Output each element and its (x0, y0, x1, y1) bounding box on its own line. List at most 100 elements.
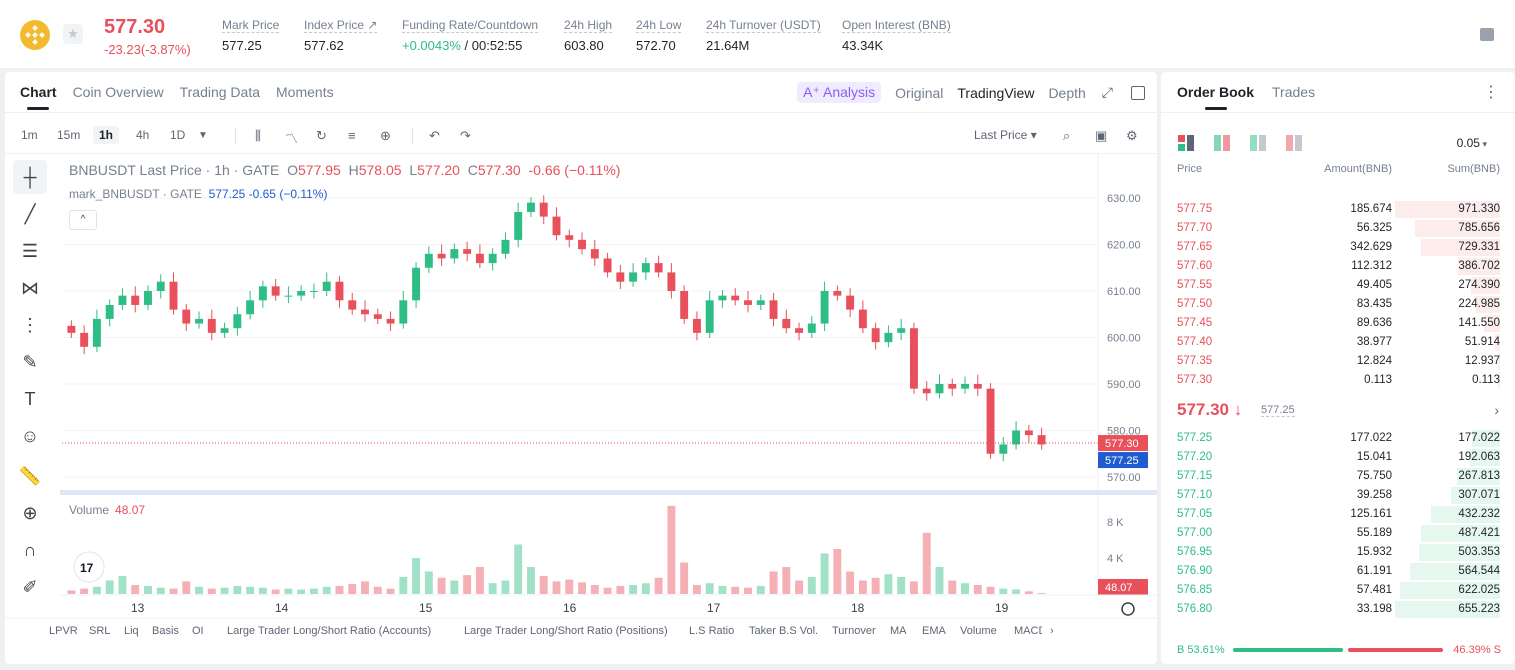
time-axis-tick: 18 (851, 601, 865, 615)
ask-row[interactable]: 577.30 0.113 0.113 (1161, 371, 1515, 390)
tab-depth[interactable]: Depth (1048, 84, 1086, 101)
camera-icon[interactable]: ▣ (1095, 128, 1108, 143)
interval-1m[interactable]: 1m (21, 128, 38, 142)
buy-ratio-fill (1233, 648, 1344, 652)
zoom-in-icon[interactable]: ⊕ (22, 503, 38, 523)
precision-select[interactable]: 0.05 (1457, 136, 1487, 150)
chart-legend-main: BNBUSDT Last Price · 1h · GATE O577.95 H… (69, 162, 620, 178)
indicator-ls-accounts[interactable]: Large Trader Long/Short Ratio (Accounts) (227, 625, 432, 637)
template-icon[interactable]: ≡ (348, 128, 356, 143)
tab-tradingview[interactable]: TradingView (957, 84, 1035, 101)
stat-label[interactable]: Funding Rate/Countdown (402, 18, 539, 33)
ask-row[interactable]: 577.70 56.325 785.656 (1161, 219, 1515, 238)
ruler-icon[interactable]: 📏 (18, 466, 42, 486)
pattern-icon[interactable]: ⋈ (21, 278, 39, 298)
ask-row[interactable]: 577.65 342.629 729.331 (1161, 238, 1515, 257)
interval-15m[interactable]: 15m (57, 128, 81, 142)
search-icon[interactable]: ⌕ (1063, 128, 1071, 143)
ask-row[interactable]: 577.60 112.312 386.702 (1161, 257, 1515, 276)
interval-1d[interactable]: 1D (170, 128, 186, 142)
layout-asks-icon[interactable] (1286, 135, 1302, 151)
indicator-ls-positions[interactable]: Large Trader Long/Short Ratio (Positions… (464, 625, 668, 637)
indicators-icon[interactable]: 〽 (285, 131, 299, 146)
indicator-ma[interactable]: MA (890, 625, 907, 637)
ask-sum: 971.330 (1458, 203, 1500, 215)
layout-asks-bids-icon[interactable] (1214, 135, 1230, 151)
ask-row[interactable]: 577.55 49.405 274.390 (1161, 276, 1515, 295)
interval-dropdown-icon[interactable]: ▼ (198, 130, 208, 141)
indicator-turnover[interactable]: Turnover (832, 625, 876, 637)
trend-line-icon[interactable]: ╱ (24, 204, 36, 224)
replay-icon[interactable]: ↻ (316, 128, 327, 143)
indicator-oi[interactable]: OI (192, 625, 204, 637)
fullscreen-icon[interactable] (1131, 85, 1145, 100)
interval-1h[interactable]: 1h (93, 126, 120, 144)
ai-analysis-button[interactable]: A⁺ Analysis (797, 82, 882, 103)
ask-price: 577.65 (1177, 241, 1213, 253)
candlestick-type-icon[interactable]: ⫼ (255, 128, 261, 143)
depth-bar (1395, 201, 1500, 218)
undo-icon[interactable]: ↶ (429, 128, 440, 143)
price-type-select[interactable]: Last Price ▾ (974, 128, 1037, 142)
tab-trades[interactable]: Trades (1272, 84, 1316, 100)
horizontal-lines-icon[interactable]: ☰ (21, 241, 39, 261)
favorite-star-icon[interactable]: ★ (63, 24, 83, 44)
ask-row[interactable]: 577.50 83.435 224.985 (1161, 295, 1515, 314)
layout-both-icon[interactable] (1178, 135, 1194, 151)
magnet-icon[interactable]: ∩ (23, 540, 37, 560)
tab-moments[interactable]: Moments (276, 84, 334, 100)
bid-row[interactable]: 576.90 61.191 564.544 (1161, 562, 1515, 581)
settings-gear-icon[interactable]: ⚙ (1126, 128, 1138, 143)
bid-row[interactable]: 577.15 75.750 267.813 (1161, 467, 1515, 486)
indicator-macd[interactable]: MACD (1014, 625, 1042, 637)
pencil-lock-icon[interactable]: ✐ (22, 577, 38, 597)
indicator-ema[interactable]: EMA (922, 625, 946, 637)
bid-row[interactable]: 577.10 39.258 307.071 (1161, 486, 1515, 505)
add-indicator-icon[interactable]: ⊕ (380, 128, 391, 143)
indicator-lpvr[interactable]: LPVR (49, 625, 78, 637)
bid-row[interactable]: 577.20 15.041 192.063 (1161, 448, 1515, 467)
ask-row[interactable]: 577.35 12.824 12.937 (1161, 352, 1515, 371)
indicator-taker-vol[interactable]: Taker B.S Vol. (749, 625, 819, 637)
brush-icon[interactable]: ✎ (22, 352, 38, 372)
indicator-ls-ratio[interactable]: L.S Ratio (689, 625, 735, 637)
ask-row[interactable]: 577.45 89.636 141.550 (1161, 314, 1515, 333)
tab-coin-overview[interactable]: Coin Overview (72, 84, 164, 100)
tab-chart[interactable]: Chart (20, 84, 57, 104)
stat-label[interactable]: Mark Price (222, 18, 280, 33)
indicator-liq[interactable]: Liq (124, 625, 139, 637)
volume-bar (871, 577, 880, 594)
bid-row[interactable]: 576.95 15.932 503.353 (1161, 543, 1515, 562)
emoji-icon[interactable]: ☺ (20, 426, 40, 446)
interval-4h[interactable]: 4h (136, 128, 150, 142)
tab-trading-data[interactable]: Trading Data (179, 84, 261, 100)
collapse-legend-button[interactable]: ^ (69, 210, 97, 230)
ask-row[interactable]: 577.75 185.674 971.330 (1161, 200, 1515, 219)
bid-row[interactable]: 576.80 33.198 655.223 (1161, 600, 1515, 619)
bid-row[interactable]: 577.00 55.189 487.421 (1161, 524, 1515, 543)
fib-icon[interactable]: ⋮ (21, 315, 39, 335)
crosshair-icon[interactable]: ┼ (13, 160, 47, 194)
indicator-srl[interactable]: SRL (89, 625, 111, 637)
tab-order-book[interactable]: Order Book (1177, 84, 1254, 110)
chevron-right-icon[interactable]: › (1494, 402, 1499, 418)
redo-icon[interactable]: ↷ (460, 128, 471, 143)
book-icon[interactable] (1480, 28, 1494, 41)
stat-label[interactable]: Index Price ↗ (304, 18, 378, 33)
price-chart[interactable]: 630.00 620.00 610.00 600.00 590.00 580.00 570.… (5, 72, 1157, 664)
price-change: -23.23(-3.87%) (104, 42, 191, 57)
tab-original[interactable]: Original (895, 84, 944, 101)
bid-row[interactable]: 576.85 57.481 622.025 (1161, 581, 1515, 600)
expand-icon[interactable]: ⤢ (1101, 84, 1113, 100)
layout-bids-icon[interactable] (1250, 135, 1266, 151)
bid-row[interactable]: 577.05 125.161 432.232 (1161, 505, 1515, 524)
indicator-basis[interactable]: Basis (152, 625, 179, 637)
indicator-volume[interactable]: Volume (960, 625, 997, 637)
volume-bar (80, 588, 89, 594)
chevron-right-icon[interactable]: › (1050, 625, 1054, 637)
more-options-icon[interactable]: ⋮ (1483, 84, 1499, 101)
stat-label[interactable]: Open Interest (BNB) (842, 18, 951, 33)
ask-row[interactable]: 577.40 38.977 51.914 (1161, 333, 1515, 352)
bid-row[interactable]: 577.25 177.022 177.022 (1161, 429, 1515, 448)
text-tool-icon[interactable]: T (24, 389, 36, 409)
